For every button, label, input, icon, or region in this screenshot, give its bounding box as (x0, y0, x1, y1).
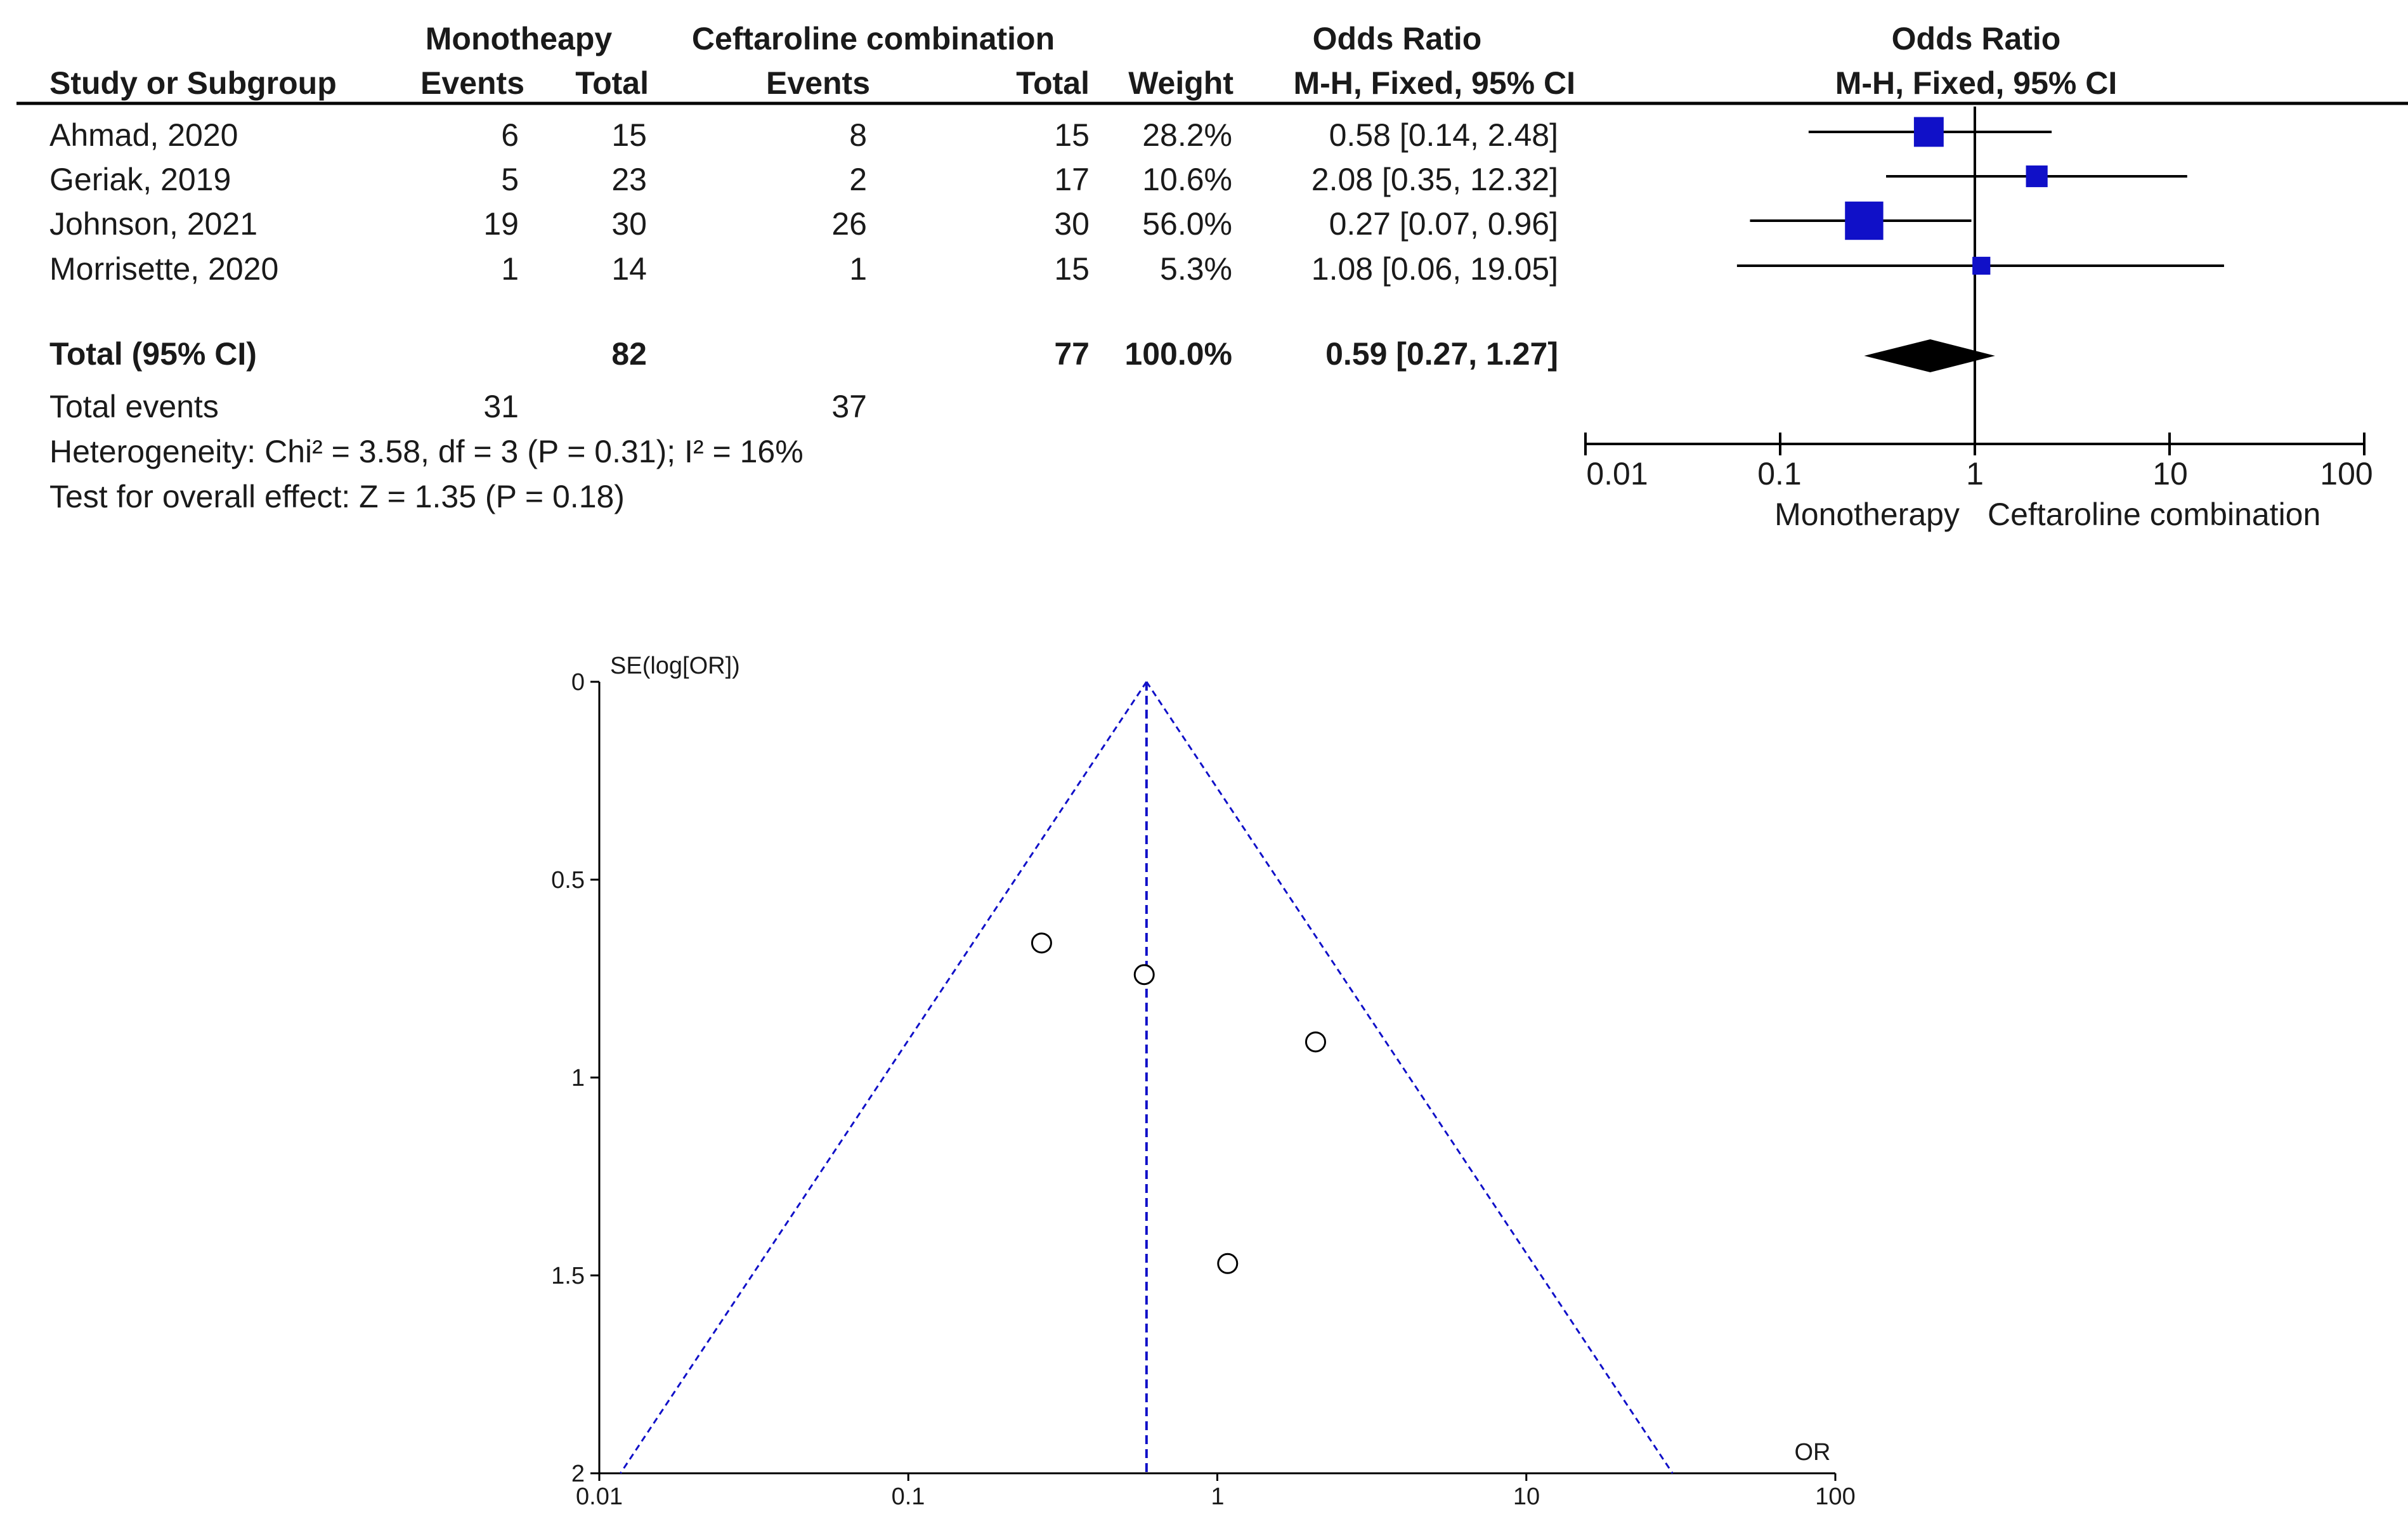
funnel-y-tick-label: 2 (571, 1461, 585, 1487)
forest-plot (1584, 107, 2366, 455)
weight-value: 28.2% (1142, 117, 1232, 153)
funnel-x-tick-label: 0.01 (576, 1483, 623, 1510)
funnel-study-point (1305, 1031, 1326, 1053)
mono-total: 23 (611, 162, 647, 197)
forest-study-marker (1972, 256, 1991, 275)
total-weight: 100.0% (1124, 336, 1232, 372)
forest-axis-labels: 0.01 0.1 1 10 100 Monotherapy Ceftarolin… (1586, 456, 2372, 532)
table-row: Ahmad, 2020 6 15 8 15 28.2% 0.58 [0.14, … (49, 117, 1558, 153)
ci-value: 1.08 [0.06, 19.05] (1311, 251, 1558, 287)
study-name: Geriak, 2019 (49, 162, 231, 197)
weight-value: 5.3% (1160, 251, 1232, 287)
cefta-total: 30 (1054, 206, 1090, 242)
cefta-events: 2 (849, 162, 867, 197)
header-mono-total: Total (575, 65, 649, 101)
forest-tick-label: 100 (2320, 456, 2372, 492)
header-weight: Weight (1128, 65, 1233, 101)
cefta-total: 15 (1054, 117, 1090, 153)
total-label: Total (95% CI) (49, 336, 257, 372)
cefta-total: 17 (1054, 162, 1090, 197)
total-events-row: Total events 31 37 (49, 389, 867, 424)
header-cefta-total: Total (1016, 65, 1090, 101)
mono-events: 19 (483, 206, 519, 242)
total-events-label: Total events (49, 389, 219, 424)
mono-total: 14 (611, 251, 647, 287)
funnel-x-tick-label: 0.1 (892, 1483, 925, 1510)
favours-left-label: Monotherapy (1774, 497, 1960, 532)
forest-tick-label: 0.1 (1757, 456, 1802, 492)
funnel-y-tick-label: 0.5 (551, 867, 585, 894)
cefta-total: 15 (1054, 251, 1090, 287)
header-study: Study or Subgroup (49, 65, 337, 101)
ci-value: 0.58 [0.14, 2.48] (1329, 117, 1558, 153)
header-cefta-events: Events (766, 65, 870, 101)
funnel-x-axis-title: OR (1795, 1439, 1831, 1466)
forest-table: Monotheapy Ceftaroline combination Odds … (16, 21, 2408, 514)
study-name: Ahmad, 2020 (49, 117, 238, 153)
table-row: Morrisette, 2020 1 14 1 15 5.3% 1.08 [0.… (49, 251, 1558, 287)
header-mono-events: Events (420, 65, 524, 101)
header-method-plot: M-H, Fixed, 95% CI (1835, 65, 2118, 101)
funnel-x-tick-label: 10 (1513, 1483, 1540, 1510)
ci-value: 0.27 [0.07, 0.96] (1329, 206, 1558, 242)
funnel-study-point (1031, 932, 1052, 954)
funnel-x-tick-label: 100 (1815, 1483, 1855, 1510)
weight-value: 56.0% (1142, 206, 1232, 242)
study-name: Morrisette, 2020 (49, 251, 278, 287)
funnel-labels: SE(log[OR]) OR 0 0.5 1 1.5 2 0.01 0.1 1 … (551, 653, 1856, 1510)
funnel-y-tick-label: 1.5 (551, 1263, 585, 1289)
funnel-plot (590, 681, 1837, 1481)
forest-study-marker (1845, 201, 1884, 240)
mono-total: 30 (611, 206, 647, 242)
header-method: M-H, Fixed, 95% CI (1293, 65, 1575, 101)
total-ci: 0.59 [0.27, 1.27] (1325, 336, 1558, 372)
header-or-group: Odds Ratio (1313, 21, 1482, 56)
heterogeneity-text: Heterogeneity: Chi² = 3.58, df = 3 (P = … (49, 434, 804, 469)
funnel-y-tick-label: 0 (571, 669, 585, 696)
funnel-y-tick-label: 1 (571, 1065, 585, 1091)
mono-events: 1 (501, 251, 519, 287)
favours-right-label: Ceftaroline combination (1988, 497, 2320, 532)
funnel-left-boundary (620, 681, 1148, 1474)
forest-study-marker (1913, 117, 1944, 147)
mono-total: 15 (611, 117, 647, 153)
funnel-y-axis-title: SE(log[OR]) (610, 653, 740, 679)
total-events-cefta: 37 (831, 389, 867, 424)
funnel-study-point (1133, 964, 1155, 986)
funnel-x-tick-label: 1 (1211, 1483, 1224, 1510)
table-row: Geriak, 2019 5 23 2 17 10.6% 2.08 [0.35,… (49, 162, 1558, 197)
mono-events: 6 (501, 117, 519, 153)
cefta-events: 26 (831, 206, 867, 242)
forest-study-marker (2026, 165, 2048, 188)
funnel-right-boundary (1145, 681, 1674, 1474)
header-or-plot-group: Odds Ratio (1892, 21, 2061, 56)
study-name: Johnson, 2021 (49, 206, 257, 242)
weight-value: 10.6% (1142, 162, 1232, 197)
total-mono: 82 (611, 336, 647, 372)
forest-pooled-diamond (1864, 339, 1995, 372)
total-cefta: 77 (1054, 336, 1090, 372)
header-cefta-group: Ceftaroline combination (692, 21, 1055, 56)
cefta-events: 1 (849, 251, 867, 287)
table-row: Johnson, 2021 19 30 26 30 56.0% 0.27 [0.… (49, 206, 1558, 242)
ci-value: 2.08 [0.35, 12.32] (1311, 162, 1558, 197)
forest-tick-label: 1 (1966, 456, 1984, 492)
forest-tick-label: 0.01 (1586, 456, 1648, 492)
overall-effect-text: Test for overall effect: Z = 1.35 (P = 0… (49, 479, 625, 514)
forest-tick-label: 10 (2152, 456, 2188, 492)
mono-events: 5 (501, 162, 519, 197)
total-events-mono: 31 (483, 389, 519, 424)
header-mono-group: Monotheapy (426, 21, 613, 56)
funnel-study-point (1217, 1253, 1239, 1274)
cefta-events: 8 (849, 117, 867, 153)
total-row: Total (95% CI) 82 77 100.0% 0.59 [0.27, … (49, 336, 1558, 372)
